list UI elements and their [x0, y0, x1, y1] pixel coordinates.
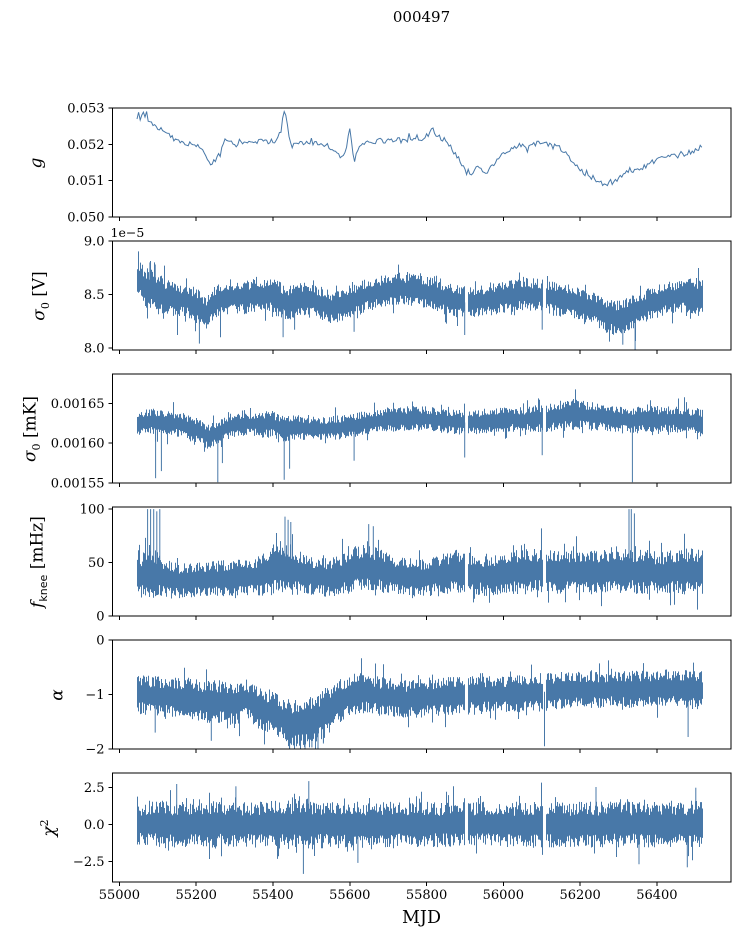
- panel-sigma0_volts-series: [137, 251, 703, 350]
- panel-sigma0_mK-series: [137, 389, 703, 483]
- ylabel-sigma-symbol: σ: [20, 449, 41, 462]
- panel-gain-series: [136, 110, 703, 187]
- panel-border: [112, 373, 732, 484]
- panel-f_knee-axes: 0 50 100: [80, 503, 732, 625]
- y-tick-label: 0: [96, 610, 104, 625]
- y-tick-label: 0.00165: [51, 397, 105, 412]
- ylabel-g: g: [25, 157, 49, 168]
- y-tick-label: −2.5: [73, 855, 105, 870]
- ylabel-chi-symbol: χ: [39, 825, 60, 837]
- ylabel-sigma0-mK: σ0 [mK]: [20, 395, 44, 462]
- panel-border: [112, 772, 732, 883]
- x-tick-label: 56200: [559, 888, 600, 903]
- x-tick-label: 55000: [99, 888, 140, 903]
- y-tick-label: 100: [80, 503, 105, 518]
- panel-border: [112, 107, 732, 218]
- panel-alpha-series: [137, 658, 703, 749]
- ylabel-f-symbol: f: [27, 601, 48, 608]
- figure-title: 000497: [392, 8, 451, 26]
- ylabel-chi2: χ2: [37, 818, 60, 837]
- ylabel-alpha: α: [46, 689, 70, 700]
- y-tick-label: 0.00155: [51, 477, 105, 492]
- y-tick-label: 0.052: [67, 138, 104, 153]
- y-tick-label: −1: [85, 688, 104, 703]
- g-curve: [136, 110, 703, 187]
- x-tick-label: 55600: [329, 888, 370, 903]
- panel-alpha-axes: 0 −1 −2: [85, 634, 732, 758]
- panel-f_knee-series: [137, 509, 703, 610]
- x-tick-label: 56000: [483, 888, 524, 903]
- ylabel-sigma-symbol: σ: [29, 308, 50, 321]
- x-axis-label: MJD: [402, 908, 441, 928]
- y-tick-label: 8.5: [84, 288, 105, 303]
- x-tick-label: 56400: [636, 888, 677, 903]
- ylabel-alpha-symbol: α: [47, 688, 68, 701]
- panel-gain-axes: 0.050 0.051 0.052 0.053: [67, 102, 732, 226]
- panel-sigma0_volts-axes: 8.0 8.5 9.0: [84, 235, 732, 356]
- x-tick-label: 55800: [406, 888, 447, 903]
- x-tick-label: 55400: [252, 888, 293, 903]
- y-tick-label: 0.0: [84, 818, 105, 833]
- panel-chi2-axes: 2.5 0.0 −2.5 55000 55200 55400 55600 55800 56000…: [73, 772, 732, 903]
- ylabel-g-symbol: g: [26, 157, 47, 168]
- ylabel-sigma0-volts: σ0 [V]: [29, 270, 53, 321]
- y-tick-label: 8.0: [84, 341, 105, 356]
- y-axis-offset-text: 1e−5: [110, 225, 145, 240]
- y-tick-label: 0.053: [67, 102, 104, 117]
- y-tick-label: 50: [88, 556, 105, 571]
- ylabel-fknee: fknee [mHz]: [27, 515, 51, 608]
- panel-border: [112, 240, 732, 351]
- y-tick-label: 0.00160: [51, 437, 105, 452]
- y-tick-label: 2.5: [84, 781, 105, 796]
- y-tick-label: −2: [85, 743, 104, 758]
- y-tick-label: 0.050: [67, 211, 104, 226]
- y-tick-label: 0.051: [67, 174, 104, 189]
- x-tick-label: 55200: [176, 888, 217, 903]
- y-tick-label: 0: [96, 634, 104, 649]
- panel-chi2-series: [137, 781, 703, 874]
- panel-border: [112, 506, 732, 617]
- panel-sigma0_mK-axes: 0.00155 0.00160 0.00165: [51, 373, 732, 492]
- y-tick-label: 9.0: [84, 235, 105, 250]
